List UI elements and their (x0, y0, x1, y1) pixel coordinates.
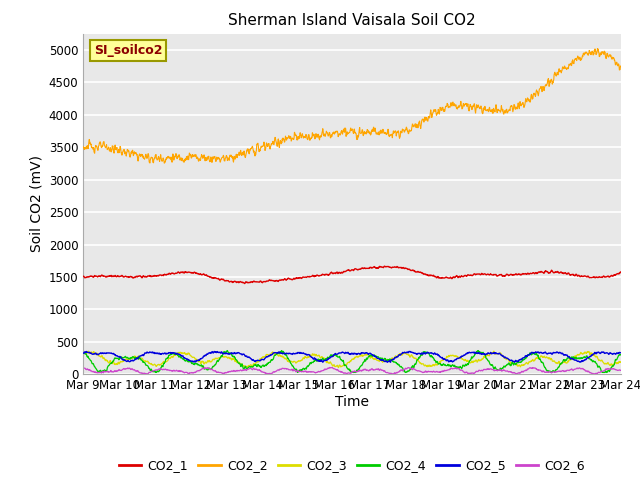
Text: SI_soilco2: SI_soilco2 (94, 44, 163, 57)
Y-axis label: Soil CO2 (mV): Soil CO2 (mV) (29, 156, 43, 252)
Title: Sherman Island Vaisala Soil CO2: Sherman Island Vaisala Soil CO2 (228, 13, 476, 28)
X-axis label: Time: Time (335, 395, 369, 409)
Legend: CO2_1, CO2_2, CO2_3, CO2_4, CO2_5, CO2_6: CO2_1, CO2_2, CO2_3, CO2_4, CO2_5, CO2_6 (114, 454, 590, 477)
